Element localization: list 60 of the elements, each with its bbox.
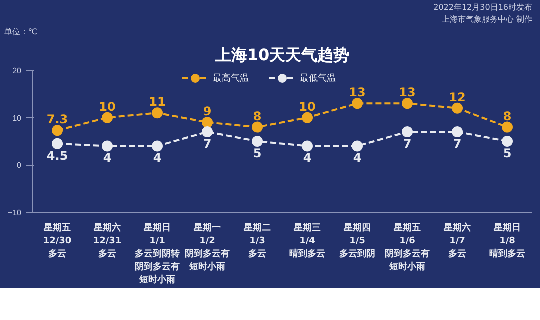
x-tick-label: 星期日 1/1 多云到阴转阴到多云有短时小雨: [135, 222, 180, 286]
y-tick-label: −10: [8, 208, 22, 218]
data-label: 5: [503, 146, 512, 160]
y-tick-label: 20: [12, 66, 22, 76]
data-label: 5: [253, 146, 262, 160]
point: [252, 136, 263, 147]
legend-label: 最高气温: [213, 72, 249, 84]
point: [502, 122, 513, 133]
x-tick-label: 星期二 1/3 多云: [243, 222, 271, 260]
x-tick-label: 星期四 1/5 多云到阴: [340, 222, 376, 260]
data-label: 7: [203, 137, 212, 152]
data-label: 8: [253, 109, 262, 124]
point: [52, 138, 63, 150]
point: [352, 140, 363, 152]
text: 2022年12月30日16时发布: [434, 3, 533, 12]
text: 上海市气象服务中心 制作: [442, 15, 533, 24]
y-tick-label: 0: [17, 161, 22, 170]
chart-title: 上海10天天气趋势: [214, 46, 350, 64]
point: [452, 126, 463, 138]
point: [402, 98, 413, 110]
x-tick-label: 星期三 1/4 晴到多云: [290, 222, 326, 260]
point: [502, 136, 513, 147]
point: [202, 117, 213, 128]
point: [202, 126, 213, 138]
data-label: 11: [149, 95, 166, 110]
point: [102, 112, 113, 124]
data-label: 7.3: [46, 112, 68, 127]
data-label: 4: [103, 151, 112, 166]
point: [302, 140, 313, 152]
x-tick-label: 星期六 1/7 多云: [443, 222, 471, 260]
x-tick-label: 星期一 1/2 阴到多云有短时小雨: [185, 222, 230, 272]
point: [152, 108, 163, 119]
point: [352, 98, 363, 110]
data-label: 4: [303, 151, 312, 166]
y-axis-title: 单位：℃: [4, 28, 38, 36]
data-label: 10: [299, 100, 316, 114]
data-label: 9: [203, 104, 212, 119]
data-label: 13: [349, 86, 366, 100]
point: [302, 112, 313, 124]
point: [52, 125, 63, 136]
data-label: 10: [99, 100, 116, 114]
data-label: 8: [503, 109, 512, 124]
y-tick-label: 10: [12, 114, 22, 123]
data-label: 13: [399, 86, 416, 100]
data-label: 7: [453, 137, 462, 152]
legend-label: 最低气温: [300, 72, 336, 84]
point: [452, 102, 463, 114]
point: [402, 126, 413, 138]
data-label: 12: [449, 90, 466, 104]
x-tick-label: 星期五 1/6 阴到多云有短时小雨: [385, 222, 430, 272]
data-label: 4.5: [46, 148, 68, 163]
point: [252, 122, 263, 133]
data-label: 4: [153, 151, 162, 166]
point: [102, 140, 113, 152]
point: [152, 140, 163, 152]
data-label: 7: [403, 137, 412, 152]
x-tick-label: 星期日 1/8 晴到多云: [490, 222, 526, 260]
x-tick-label: 星期六 12/31 多云: [93, 222, 122, 260]
data-label: 4: [353, 151, 362, 166]
x-tick-label: 星期五 12/30 多云: [43, 222, 72, 260]
